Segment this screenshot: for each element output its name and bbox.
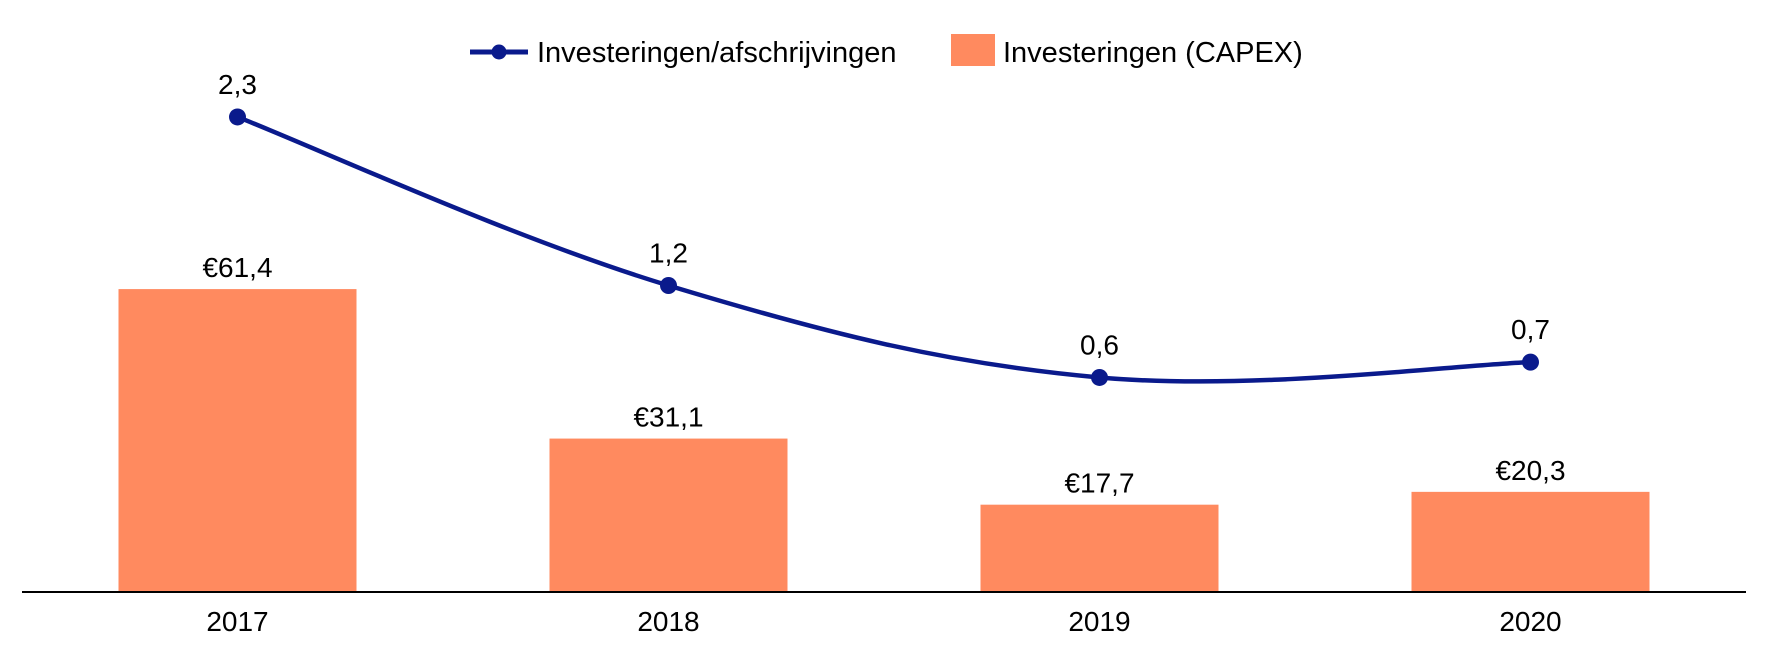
line-series-path — [236, 114, 1531, 384]
bar-label-2019: €17,7 — [1064, 468, 1134, 499]
bar-2020 — [1411, 491, 1650, 592]
legend-item-line: Investeringen/afschrijvingen — [470, 37, 896, 69]
legend-label-line: Investeringen/afschrijvingen — [537, 37, 896, 69]
line-label-2018: 1,2 — [649, 238, 688, 269]
line-point-2019 — [1091, 368, 1108, 386]
line-point-2018 — [660, 277, 677, 295]
legend-item-bar: Investeringen (CAPEX) — [951, 34, 1303, 69]
legend-line-marker — [491, 44, 507, 60]
line-label-2017: 2,3 — [218, 69, 257, 100]
bar-series — [118, 289, 1650, 592]
bar-label-2018: €31,1 — [633, 402, 703, 433]
bar-label-2017: €61,4 — [202, 252, 272, 283]
x-tick-2020: 2020 — [1499, 606, 1561, 637]
bar-2019 — [980, 504, 1219, 592]
line-series-points — [229, 108, 1539, 386]
line-label-2019: 0,6 — [1080, 329, 1119, 360]
bar-2017 — [118, 289, 357, 592]
legend: Investeringen/afschrijvingen Investering… — [470, 34, 1303, 69]
x-axis-tick-labels: 2017 2018 2019 2020 — [206, 606, 1561, 637]
legend-label-bar: Investeringen (CAPEX) — [1003, 37, 1303, 69]
legend-bar-swatch — [951, 34, 995, 66]
line-label-2020: 0,7 — [1511, 314, 1550, 345]
line-point-2020 — [1522, 353, 1539, 371]
line-data-labels: 2,3 1,2 0,6 0,7 — [218, 69, 1550, 361]
line-point-2017 — [229, 108, 246, 126]
bar-data-labels: €61,4 €31,1 €17,7 €20,3 — [202, 252, 1565, 499]
x-tick-2019: 2019 — [1068, 606, 1130, 637]
bar-label-2020: €20,3 — [1495, 455, 1565, 486]
x-tick-2017: 2017 — [206, 606, 268, 637]
x-tick-2018: 2018 — [637, 606, 699, 637]
bar-2018 — [549, 438, 788, 592]
